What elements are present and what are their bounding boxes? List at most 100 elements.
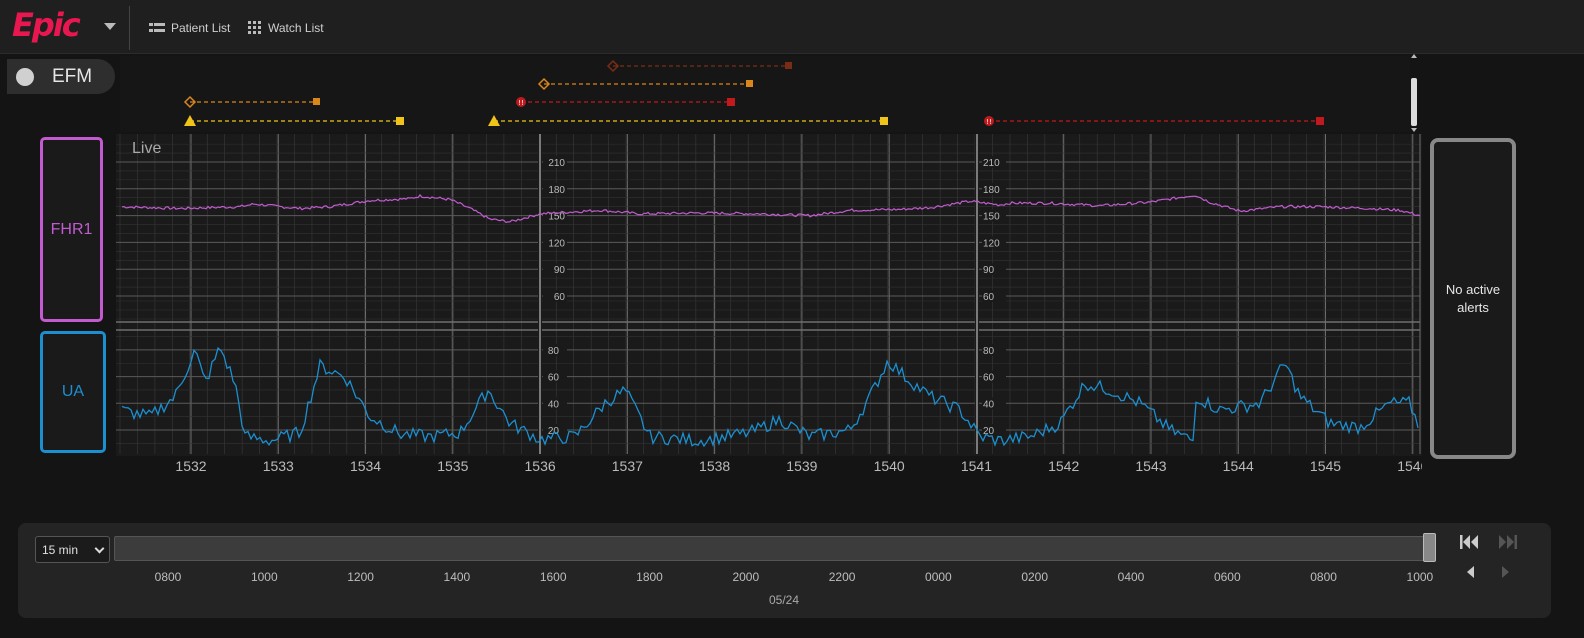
fhr-scale-label: 90 [554,265,566,276]
time-range-value: 15 min [42,542,79,557]
timeline-tick-label: 1000 [1406,570,1434,584]
strip-time-label: 1542 [1048,458,1079,474]
status-indicator [16,67,34,86]
warning-triangle-icon[interactable] [184,115,196,126]
scroll-down-icon [1411,128,1417,132]
efm-tab-label: EFM [52,65,93,87]
ua-label: UA [61,383,85,400]
fhr1-channel-button[interactable]: FHR1 [40,137,103,322]
warning-diamond-icon[interactable] [606,59,620,73]
fhr-scale-label: 210 [983,158,1000,169]
ua-scale-label: 80 [548,346,560,357]
fhr-scale-label: 120 [983,238,1000,249]
strip-grid [116,134,1421,454]
event-end-marker[interactable] [727,98,735,106]
alerts-panel: No active alerts [1430,138,1516,459]
timeline-ticks: 0800 1000 1200 1400 1600 1800 2000 2200 0000 0200… [18,570,1551,590]
fhr-scale-label: 120 [548,238,565,249]
warning-triangle-icon[interactable] [488,115,500,126]
ua-scale-label: 80 [983,346,995,357]
time-range-select[interactable]: 15 min [35,536,110,563]
timeline-tick-label: 1800 [636,570,663,584]
event-end-marker[interactable] [746,80,753,87]
no-alerts-text: No active alerts [1445,281,1501,315]
timeline-date: 05/24 [768,593,800,607]
event-end-marker[interactable] [880,117,888,125]
strip-time-label: 1539 [786,458,817,474]
timeline-tick-label: 2000 [732,570,760,584]
fhr-scale-label: 90 [983,265,995,276]
fhr1-label: FHR1 [50,220,93,238]
strip-time-label: 1536 [525,458,556,474]
grid-icon [248,21,261,34]
skip-to-end-icon [1499,535,1517,549]
strip-time-label: 1545 [1310,458,1341,474]
watch-list-label: Watch List [268,21,324,35]
ua-trace [121,346,1419,448]
efm-tab[interactable]: EFM [7,59,115,94]
chevron-down-icon[interactable] [104,23,116,30]
patient-list-button[interactable]: Patient List [149,18,230,38]
critical-alert-icon[interactable]: !! [984,116,994,126]
timeline-panel: 15 min 0800 1000 1200 1400 1600 1800 2000 2200 0… [18,523,1551,618]
timeline-scrubber[interactable] [114,536,1434,561]
epic-logo[interactable]: Epic [12,6,81,44]
timeline-tick-label: 0800 [1310,570,1337,584]
watch-list-button[interactable]: Watch List [248,18,324,38]
timeline-tick-label: 0600 [1213,570,1241,584]
ua-channel-button[interactable]: UA [40,331,106,453]
event-scrollbar[interactable] [1409,54,1419,134]
event-timeline: !! !! [120,56,1410,132]
strip-time-label: 1543 [1135,458,1166,474]
strip-time-label: 1532 [175,458,206,474]
strip-time-label: 1538 [699,458,730,474]
strip-time-label: 1540 [874,458,905,474]
strip-time-label: 1537 [612,458,643,474]
fhr-scale-label: 180 [548,185,565,196]
fhr-scale-label: 60 [983,292,995,303]
timeline-tick-label: 0200 [1021,570,1049,584]
warning-diamond-icon[interactable] [537,77,551,91]
timeline-tick-label: 1400 [443,570,471,584]
svg-text:!!: !! [518,99,524,107]
timeline-tick-label: 1200 [347,570,374,584]
ua-scale-label: 40 [983,399,995,410]
timeline-scrubber-handle[interactable] [1423,533,1436,562]
event-end-marker[interactable] [785,62,792,69]
ua-scale-label: 40 [548,399,560,410]
timeline-tick-label: 0800 [154,570,182,584]
event-end-marker[interactable] [396,117,404,125]
chevron-down-icon [94,543,105,554]
critical-alert-icon[interactable]: !! [516,97,526,107]
fhr-scale-label: 150 [548,212,565,223]
strip-time-label: 1541 [961,458,992,474]
strip-time-label: 1535 [437,458,468,474]
strip-time-label: 1546 [1397,458,1422,474]
strip-time-label: 1533 [263,458,294,474]
divider [129,6,130,50]
timeline-tick-label: 2200 [828,570,856,584]
fhr-trace [121,193,1421,224]
event-end-marker[interactable] [1316,117,1324,125]
strip-time-label: 1534 [350,458,381,474]
strip-time-label: 1544 [1223,458,1254,474]
fhr-scale-label: 60 [554,292,566,303]
top-bar: Epic Patient List Watch List [0,0,1584,54]
timeline-tick-label: 0000 [925,570,952,584]
timeline-tick-label: 0400 [1117,570,1145,584]
fetal-monitor-strip[interactable]: Live 210 180 150 120 90 60 210 180 150 120 90 60 80… [116,134,1422,456]
fhr-scale-label: 180 [983,185,1000,196]
patient-list-label: Patient List [171,21,231,35]
step-back-icon[interactable] [1464,565,1476,579]
event-end-marker[interactable] [313,98,320,105]
patient-list-icon [149,23,165,32]
skip-to-start-icon[interactable] [1459,534,1481,550]
scroll-up-icon [1411,54,1417,58]
strip-time-axis: 1532 1533 1534 1535 1536 1537 1538 1539 1540 1541… [175,458,1422,474]
ua-scale-label: 20 [983,426,995,437]
warning-diamond-icon[interactable] [183,95,197,109]
ua-scale-label: 60 [548,373,560,384]
timeline-tick-label: 1000 [250,570,278,584]
step-forward-icon [1502,566,1509,578]
